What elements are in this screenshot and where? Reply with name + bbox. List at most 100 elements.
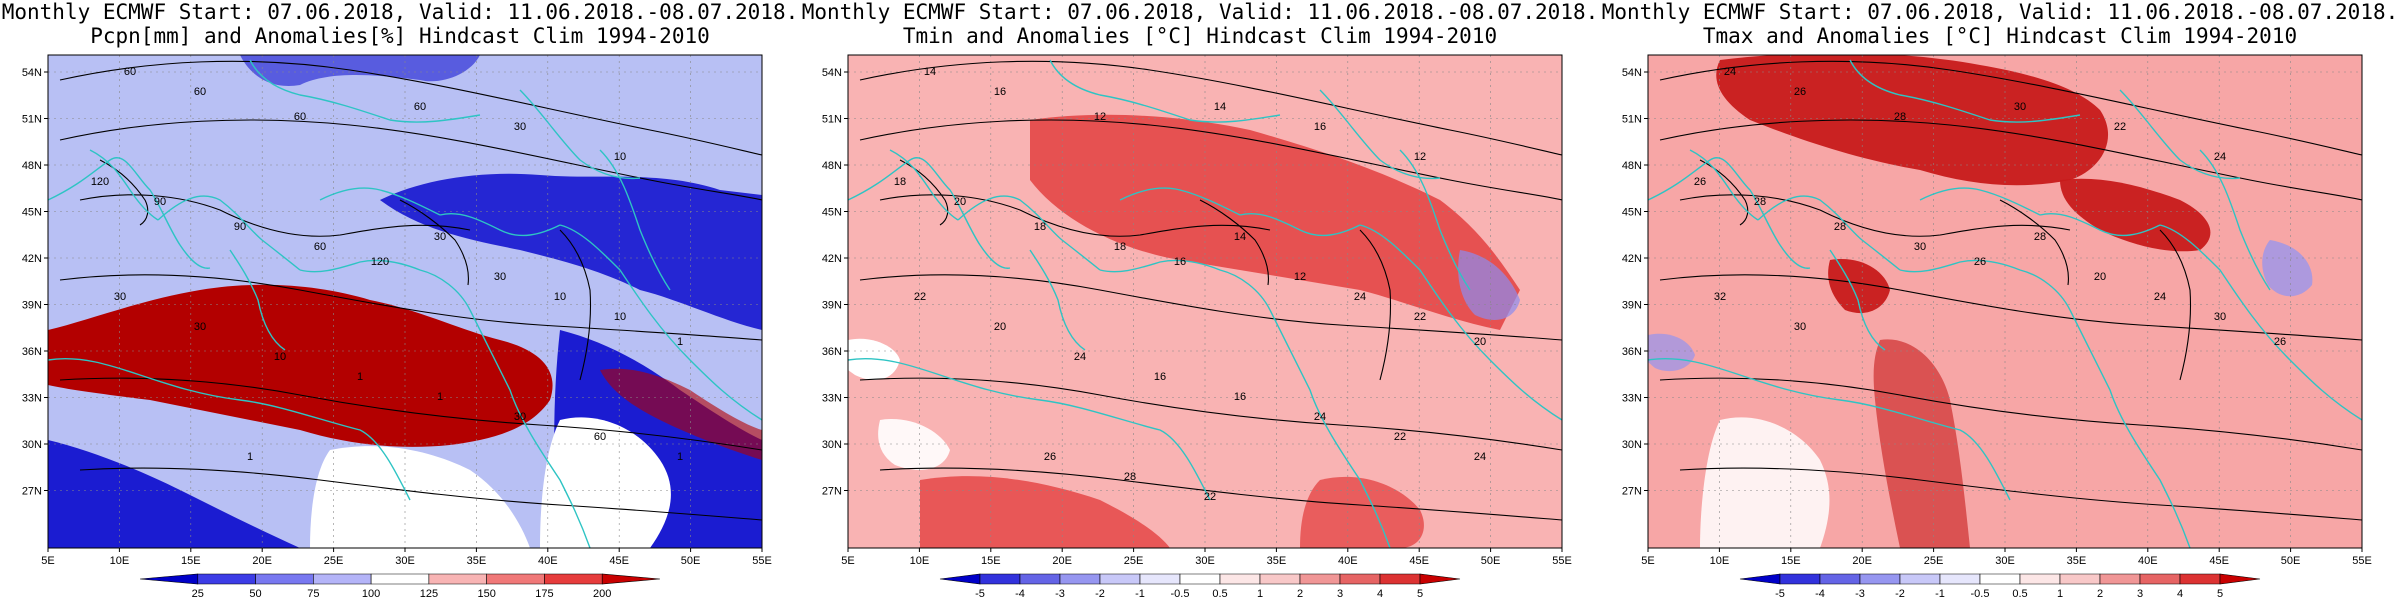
coastline: [2039, 213, 2161, 237]
contour-line: [59, 119, 762, 201]
colorbar-segment: [2179, 573, 2221, 585]
colorbar-segment: [1739, 573, 1781, 585]
lon-tick-label: 10E: [910, 555, 930, 567]
colorbar-segment: [544, 573, 603, 585]
anomaly-region: [310, 446, 530, 548]
lon-tick-label: 5E: [1641, 555, 1654, 567]
lon-tick-label: 30E: [395, 555, 415, 567]
colorbar-tick-label: 0.5: [2012, 588, 2027, 600]
coastline: [1757, 195, 1901, 271]
colorbar: -5 -4 -3 -2 -1 -0.5 0.5 1 2 3 4 5: [1739, 573, 2261, 600]
colorbar-tick-label: 125: [420, 588, 438, 600]
tmin-map: 1416121416121820181816141224222022202416…: [822, 54, 1572, 600]
lat-tick-label: 39N: [1622, 300, 1642, 312]
lat-tick-label: 36N: [1622, 346, 1642, 358]
contour-label: 22: [1204, 491, 1216, 503]
colorbar-tick-label: -0.5: [1171, 588, 1190, 600]
colorbar-tick-label: -5: [975, 588, 985, 600]
colorbar-segment: [2219, 573, 2261, 585]
colorbar-tick-label: 5: [1417, 588, 1423, 600]
contour-label: 60: [124, 66, 136, 78]
colorbar-segment: [1179, 573, 1221, 585]
colorbar-segment: [1939, 573, 1981, 585]
lat-tick-label: 48N: [22, 160, 42, 172]
colorbar-segment: [601, 573, 661, 585]
contour-label: 22: [1394, 431, 1406, 443]
colorbar-tick-label: 25: [192, 588, 204, 600]
contour-label: 60: [594, 431, 606, 443]
colorbar-tick-label: 2: [1297, 588, 1303, 600]
anomaly-region: [380, 173, 762, 330]
map-area: 14 16 12 14 16 12 18 20 18 18 16 14 12 24 22 20 22 20 24 16…: [848, 55, 1562, 548]
lon-tick-label: 20E: [252, 555, 272, 567]
contour-label: 30: [1914, 241, 1926, 253]
contour-line: [859, 274, 1562, 341]
colorbar-tick-label: 0.5: [1212, 588, 1227, 600]
contour-label: 24: [1724, 66, 1736, 78]
coastline: [48, 157, 211, 269]
lat-tick-label: 36N: [22, 346, 42, 358]
lat-tick-label: 54N: [22, 67, 42, 79]
coastline: [2069, 309, 2191, 548]
lat-tick-label: 42N: [822, 253, 842, 265]
coastline: [2119, 89, 2241, 180]
lon-tick-label: 20E: [1052, 555, 1072, 567]
colorbar-tick-label: 4: [1377, 588, 1383, 600]
panel-title-line1: Monthly ECMWF Start: 07.06.2018, Valid: …: [801, 0, 1599, 24]
contour-label: 26: [1694, 176, 1706, 188]
contour-line: [859, 119, 1562, 201]
colorbar-segment: [979, 573, 1021, 585]
contour-label: 22: [1414, 311, 1426, 323]
contour-label: 1: [357, 371, 363, 383]
contour-label: 28: [1754, 196, 1766, 208]
lon-tick-label: 25E: [1924, 555, 1944, 567]
colorbar-segment: [2139, 573, 2181, 585]
colorbar-segment: [1419, 573, 1461, 585]
coastline: [1049, 59, 1281, 123]
colorbar-segment: [1099, 573, 1141, 585]
lon-tick-label: 35E: [1267, 555, 1287, 567]
contour-line: [1199, 199, 1269, 286]
contour-line: [399, 199, 469, 286]
lat-tick-label: 27N: [1622, 486, 1642, 498]
lat-tick-label: 30N: [822, 439, 842, 451]
contour-label: 120: [371, 256, 389, 268]
coastline: [848, 357, 1211, 501]
colorbar-segment: [1299, 573, 1341, 585]
anomaly-region: [1648, 333, 1695, 372]
coastline: [249, 59, 481, 123]
contour-label: 12: [1414, 151, 1426, 163]
contour-line: [2159, 229, 2192, 381]
lon-tick-label: 55E: [2352, 555, 2372, 567]
lon-tick-label: 40E: [538, 555, 558, 567]
contour-label: 14: [924, 66, 936, 78]
lon-tick-label: 50E: [2281, 555, 2301, 567]
contour-label: 10: [614, 311, 626, 323]
lon-tick-label: 15E: [1781, 555, 1801, 567]
map-area: 60 60 60 60 30 10 120 90 90 60 120 30 30 10 10 1 30 30 10 1…: [48, 55, 762, 548]
colorbar-tick-label: -2: [1095, 588, 1105, 600]
colorbar-tick-label: 2: [2097, 588, 2103, 600]
lon-tick-label: 5E: [841, 555, 854, 567]
contour-label: 1: [677, 451, 683, 463]
coastline: [1099, 259, 1271, 311]
anomaly-region: [1873, 339, 1970, 548]
contour-label: 28: [1894, 111, 1906, 123]
contour-line: [1659, 274, 2362, 341]
lat-tick-label: 30N: [1622, 439, 1642, 451]
colorbar-segment: [255, 573, 314, 585]
colorbar-segment: [2059, 573, 2101, 585]
lon-tick-label: 55E: [1552, 555, 1572, 567]
contour-label: 30: [434, 231, 446, 243]
lon-tick-label: 45E: [2209, 555, 2229, 567]
lat-tick-label: 33N: [22, 393, 42, 405]
coastline: [439, 213, 561, 237]
colorbar-segment: [1059, 573, 1101, 585]
colorbar-tick-label: 4: [2177, 588, 2183, 600]
colorbar-segment: [1979, 573, 2021, 585]
colorbar-tick-label: 3: [1337, 588, 1343, 600]
colorbar-segment: [370, 573, 430, 585]
lat-tick-label: 39N: [22, 300, 42, 312]
colorbar-tick-label: 5: [2217, 588, 2223, 600]
coastline: [469, 309, 591, 548]
